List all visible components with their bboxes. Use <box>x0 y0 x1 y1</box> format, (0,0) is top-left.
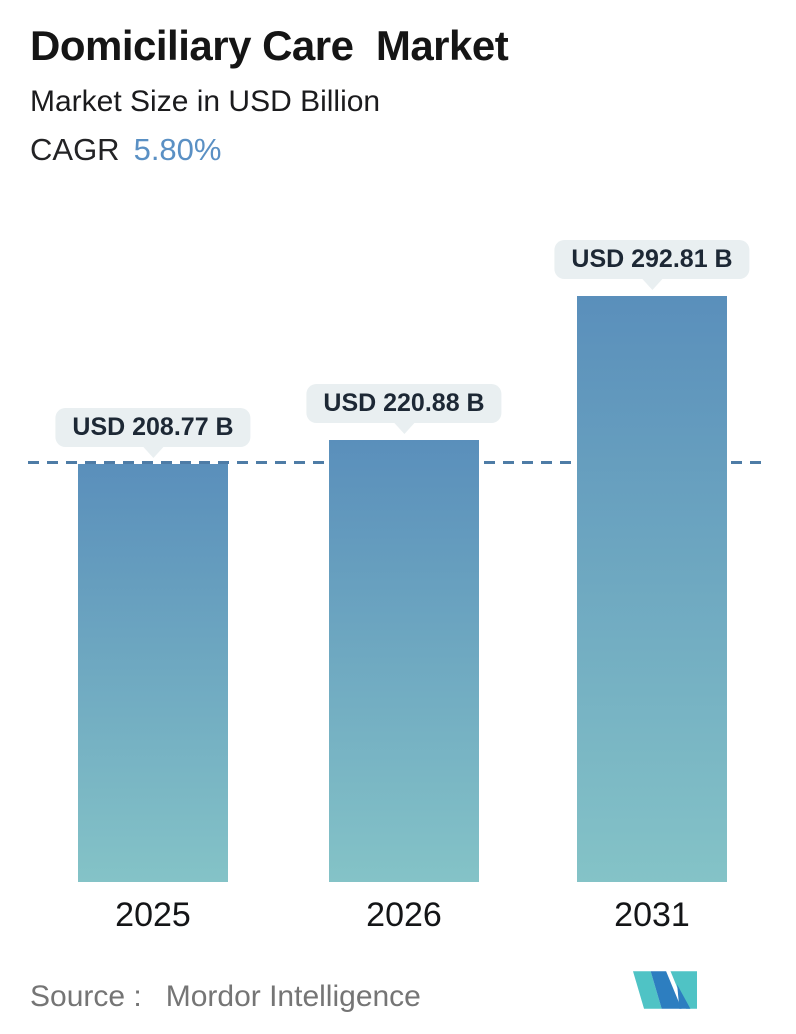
cagr-label: CAGR <box>30 132 120 167</box>
cagr-row: CAGR 5.80% <box>30 132 221 168</box>
page-title: Domiciliary Care Market <box>30 22 509 69</box>
value-bubble: USD 292.81 B <box>554 240 750 291</box>
bar <box>78 464 228 882</box>
x-axis-label: 2025 <box>115 896 191 934</box>
source-label: Source : <box>30 980 142 1013</box>
x-axis-label: 2031 <box>614 896 690 934</box>
chart-subtitle: Market Size in USD Billion <box>30 85 381 118</box>
value-bubble: USD 208.77 B <box>55 408 251 459</box>
bar-chart-plot: USD 208.77 B 2025 USD 220.88 B 2026 USD 292.… <box>0 222 796 934</box>
bar <box>329 440 479 882</box>
value-bubble: USD 220.88 B <box>306 384 502 435</box>
source-credit: Source : Mordor Intelligence <box>30 980 421 1014</box>
x-axis-label: 2026 <box>366 896 442 934</box>
source-name: Mordor Intelligence <box>165 980 421 1013</box>
cagr-value: 5.80% <box>133 132 222 167</box>
mordor-intelligence-logo <box>633 971 697 1009</box>
bar <box>577 296 727 882</box>
